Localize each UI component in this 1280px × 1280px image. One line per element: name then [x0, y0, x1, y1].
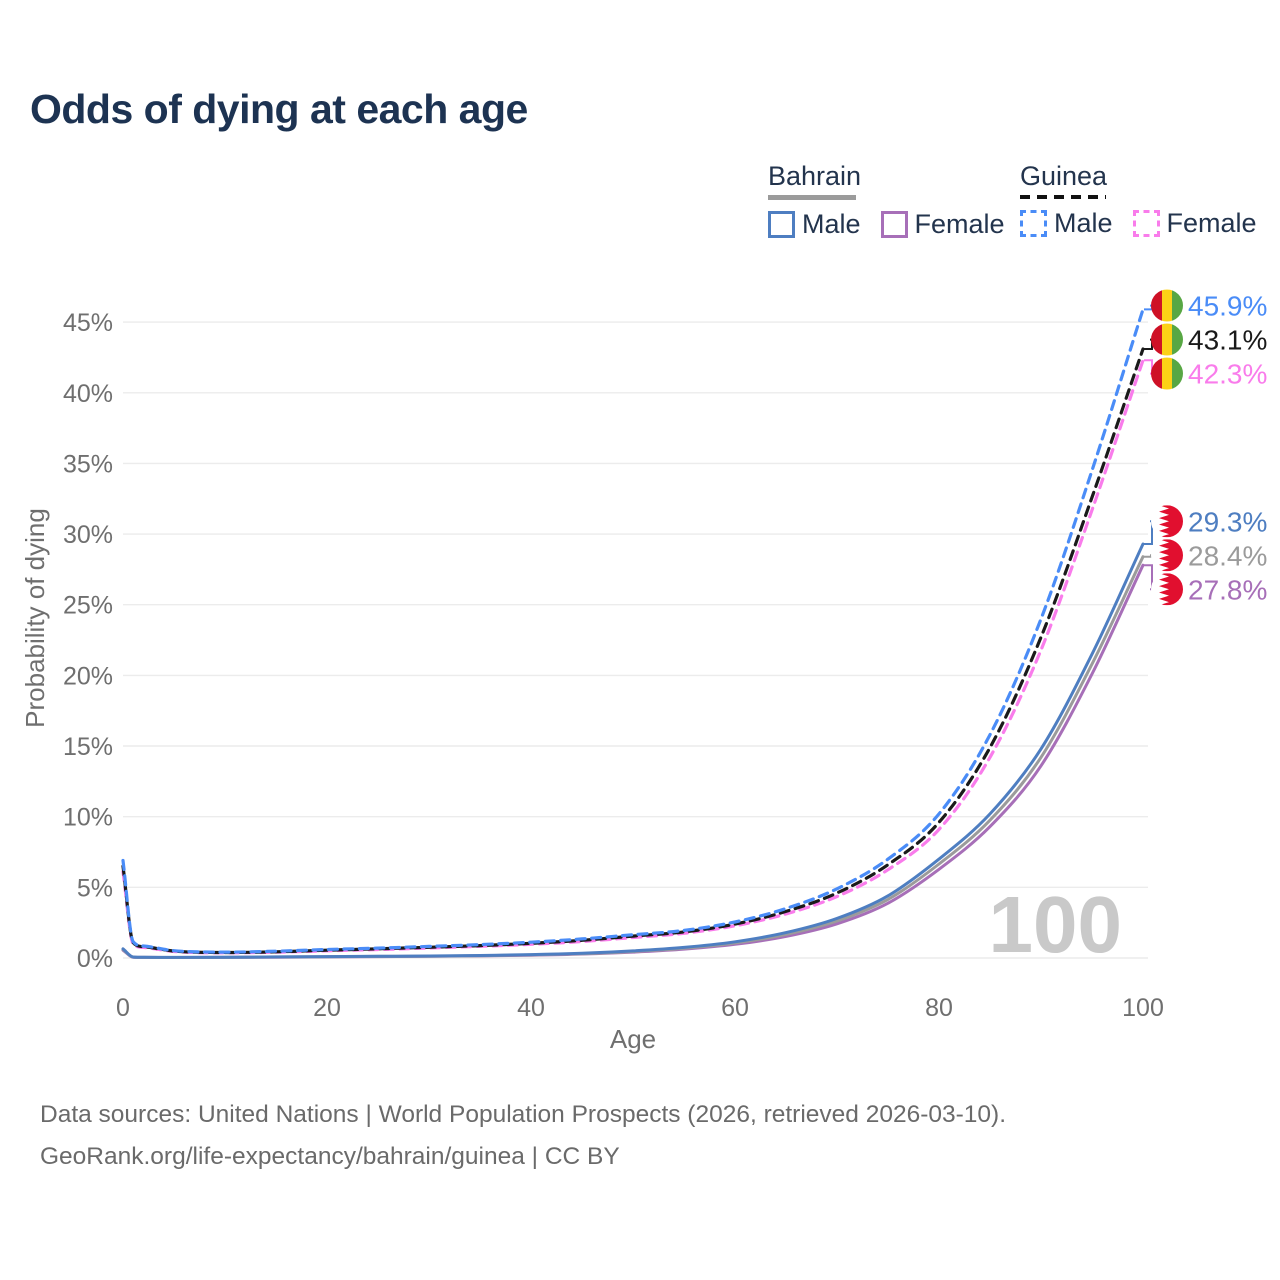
legend-item-guinea-male[interactable]: Male [1020, 208, 1113, 239]
y-tick-label: 35% [63, 450, 113, 478]
y-tick-label: 0% [77, 945, 113, 973]
x-tick-label: 0 [116, 994, 130, 1022]
y-tick-label: 40% [63, 380, 113, 408]
end-label-bahrain-male: 29.3% [1188, 506, 1267, 537]
end-label-connector [1144, 564, 1153, 591]
y-tick-label: 45% [63, 309, 113, 337]
bahrain-flag-icon [1151, 539, 1183, 572]
bahrain-flag-icon [1151, 573, 1183, 606]
x-tick-label: 80 [925, 994, 953, 1022]
y-tick-label: 30% [63, 521, 113, 549]
end-label-guinea-both-sexes: 43.1% [1188, 325, 1267, 356]
legend-label-bahrain-female: Female [914, 209, 1005, 239]
bahrain-male-swatch [768, 211, 795, 238]
guinea-flag-icon [1151, 323, 1183, 356]
legend-country-bahrain: Bahrain [768, 161, 862, 191]
y-axis-title: Probability of dying [20, 508, 50, 728]
guinea-flag-icon [1151, 289, 1183, 322]
line-guinea-male[interactable] [121, 307, 1145, 954]
x-tick-label: 60 [721, 994, 749, 1022]
end-label-connector [1144, 520, 1153, 545]
legend-group-bahrain: Bahrain Male Female [768, 161, 1005, 240]
y-tick-label: 25% [63, 592, 113, 620]
y-tick-label: 5% [77, 874, 113, 902]
age-watermark: 100 [989, 880, 1122, 969]
end-label-connector [1144, 359, 1153, 375]
legend-label-guinea-male: Male [1054, 208, 1113, 238]
end-label-guinea-female: 42.3% [1188, 359, 1267, 390]
y-tick-label: 20% [63, 662, 113, 690]
x-tick-label: 20 [313, 994, 341, 1022]
y-tick-label: 10% [63, 804, 113, 832]
bahrain-female-swatch [880, 211, 908, 238]
legend-country-guinea: Guinea [1020, 161, 1108, 191]
guinea-flag-icon [1151, 357, 1183, 390]
guinea-line-style-sample [1020, 195, 1106, 199]
x-axis-title: Age [610, 1024, 656, 1054]
line-guinea-female[interactable] [121, 358, 1145, 955]
page-title: Odds of dying at each age [30, 86, 528, 132]
legend-item-guinea-female[interactable]: Female [1132, 208, 1257, 239]
end-label-connector [1144, 338, 1153, 350]
legend-item-bahrain-female[interactable]: Female [880, 209, 1005, 240]
line-guinea-both-sexes[interactable] [121, 347, 1145, 955]
guinea-male-swatch [1020, 210, 1047, 237]
guinea-female-swatch [1132, 210, 1160, 237]
line-bahrain-male[interactable] [121, 542, 1145, 959]
x-tick-label: 40 [517, 994, 545, 1022]
legend-group-guinea: Guinea Male Female [1020, 161, 1257, 239]
end-label-bahrain-both-sexes: 28.4% [1188, 540, 1267, 571]
end-label-guinea-male: 45.9% [1188, 291, 1267, 322]
end-label-connector [1144, 554, 1153, 558]
footer: Data sources: United Nations | World Pop… [40, 1094, 1006, 1178]
end-label-connector [1144, 304, 1153, 311]
y-tick-label: 15% [63, 733, 113, 761]
footer-data-sources: Data sources: United Nations | World Pop… [40, 1101, 1007, 1128]
legend-item-bahrain-male[interactable]: Male [768, 209, 861, 240]
x-tick-label: 100 [1122, 994, 1164, 1022]
footer-attribution: GeoRank.org/life-expectancy/bahrain/guin… [40, 1143, 620, 1170]
legend-label-bahrain-male: Male [802, 209, 861, 239]
end-label-bahrain-female: 27.8% [1188, 574, 1267, 605]
bahrain-line-style-sample [768, 195, 856, 200]
legend-label-guinea-female: Female [1166, 208, 1257, 238]
bahrain-flag-icon [1151, 505, 1183, 538]
